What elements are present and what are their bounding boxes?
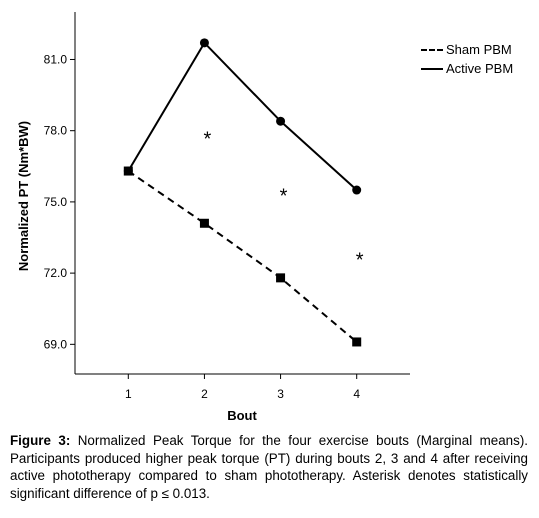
y-tick-label: 78.0 — [44, 124, 68, 138]
legend-label-active: Active PBM — [446, 61, 514, 76]
x-tick-label: 4 — [353, 387, 360, 401]
y-tick-label: 72.0 — [44, 266, 68, 280]
legend-label-sham: Sham PBM — [446, 42, 512, 57]
caption-text: Normalized Peak Torque for the four exer… — [10, 433, 529, 501]
y-tick-label: 75.0 — [44, 195, 68, 209]
data-point-square — [199, 218, 209, 228]
series-line — [127, 41, 358, 191]
data-point-circle — [123, 166, 133, 176]
caption-label: Figure 3: — [10, 433, 71, 448]
legend-swatch-solid — [421, 67, 443, 70]
legend-swatch-dashed — [421, 48, 443, 51]
x-tick-label: 1 — [125, 387, 132, 401]
annotation-layer: * * * — [204, 128, 364, 271]
data-point-square — [276, 273, 286, 283]
x-tick-label: 2 — [201, 387, 208, 401]
data-point-square — [352, 337, 362, 347]
legend-item-sham: Sham PBM — [421, 40, 513, 59]
series-layer — [123, 38, 362, 347]
significance-asterisk: * — [356, 249, 364, 271]
data-point-circle — [352, 185, 362, 195]
significance-asterisk: * — [204, 128, 212, 150]
x-axis-label: Bout — [227, 408, 257, 423]
x-tick-label: 3 — [277, 387, 284, 401]
y-axis-label: Normalized PT (Nm*BW) — [16, 121, 31, 271]
data-point-circle — [199, 38, 209, 48]
figure-caption: Figure 3: Normalized Peak Torque for the… — [10, 432, 528, 502]
legend-item-active: Active PBM — [421, 59, 513, 78]
chart: 69.0 72.0 75.0 78.0 81.0 1 2 3 4 * * * Bout Normal… — [16, 12, 410, 423]
axes: 69.0 72.0 75.0 78.0 81.0 1 2 3 4 — [44, 12, 410, 401]
data-point-circle — [276, 116, 286, 126]
legend: Sham PBM Active PBM — [421, 40, 513, 78]
y-tick-label: 81.0 — [44, 52, 68, 66]
series-line — [127, 170, 358, 343]
significance-asterisk: * — [280, 185, 288, 207]
y-tick-label: 69.0 — [44, 337, 68, 351]
